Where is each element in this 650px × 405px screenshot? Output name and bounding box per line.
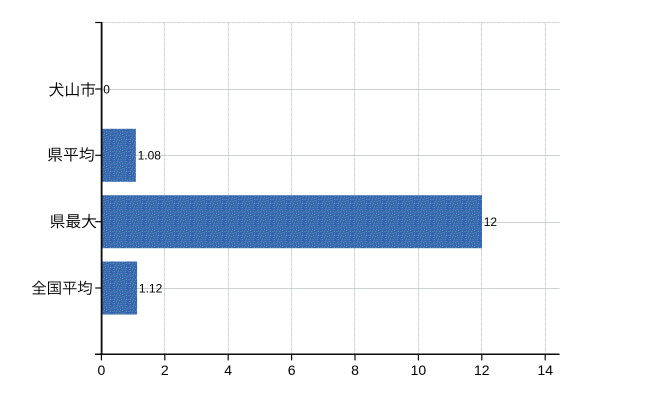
svg-text:4: 4 <box>224 362 232 378</box>
svg-text:8: 8 <box>351 362 359 378</box>
svg-text:12: 12 <box>484 215 498 229</box>
svg-text:10: 10 <box>411 362 427 378</box>
svg-text:0: 0 <box>98 362 106 378</box>
svg-text:0: 0 <box>103 82 110 96</box>
svg-text:6: 6 <box>288 362 296 378</box>
svg-text:12: 12 <box>474 362 490 378</box>
svg-text:1.12: 1.12 <box>139 281 163 295</box>
svg-text:14: 14 <box>537 362 553 378</box>
svg-text:1.08: 1.08 <box>138 149 162 163</box>
svg-text:2: 2 <box>161 362 169 378</box>
